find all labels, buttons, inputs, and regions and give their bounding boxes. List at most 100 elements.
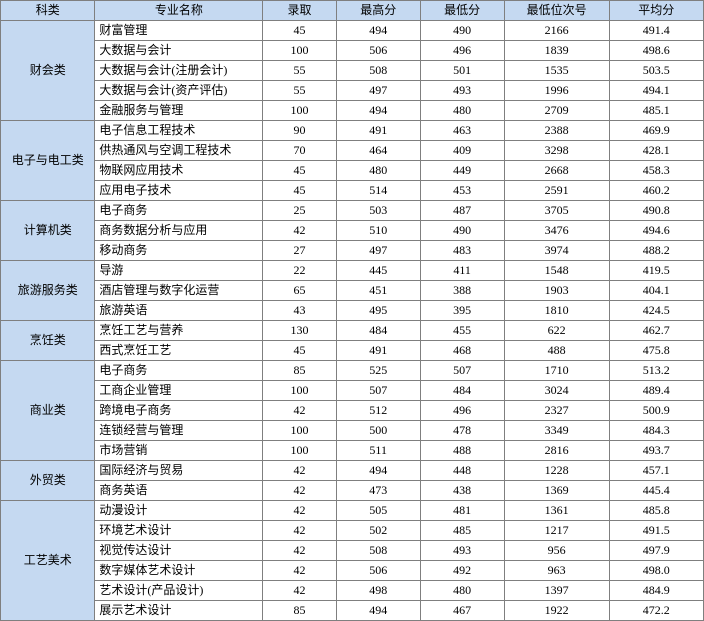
value-cell: 484.9 <box>609 581 703 601</box>
value-cell: 506 <box>336 41 420 61</box>
value-cell: 475.8 <box>609 341 703 361</box>
value-cell: 488.2 <box>609 241 703 261</box>
value-cell: 488 <box>420 441 504 461</box>
value-cell: 1548 <box>504 261 609 281</box>
value-cell: 481 <box>420 501 504 521</box>
value-cell: 494 <box>336 21 420 41</box>
value-cell: 55 <box>263 61 336 81</box>
table-row: 数字媒体艺术设计42506492963498.0 <box>1 561 704 581</box>
value-cell: 411 <box>420 261 504 281</box>
major-name-cell: 财富管理 <box>95 21 263 41</box>
value-cell: 497 <box>336 241 420 261</box>
value-cell: 45 <box>263 181 336 201</box>
value-cell: 85 <box>263 361 336 381</box>
major-name-cell: 导游 <box>95 261 263 281</box>
value-cell: 453 <box>420 181 504 201</box>
value-cell: 485.8 <box>609 501 703 521</box>
major-name-cell: 商务英语 <box>95 481 263 501</box>
value-cell: 480 <box>420 581 504 601</box>
value-cell: 460.2 <box>609 181 703 201</box>
value-cell: 1361 <box>504 501 609 521</box>
value-cell: 501 <box>420 61 504 81</box>
value-cell: 525 <box>336 361 420 381</box>
value-cell: 1535 <box>504 61 609 81</box>
value-cell: 457.1 <box>609 461 703 481</box>
value-cell: 488 <box>504 341 609 361</box>
major-name-cell: 视觉传达设计 <box>95 541 263 561</box>
table-row: 视觉传达设计42508493956497.9 <box>1 541 704 561</box>
value-cell: 502 <box>336 521 420 541</box>
table-row: 酒店管理与数字化运营654513881903404.1 <box>1 281 704 301</box>
value-cell: 484 <box>336 321 420 341</box>
col-header: 最低位次号 <box>504 1 609 21</box>
value-cell: 491.4 <box>609 21 703 41</box>
table-row: 大数据与会计1005064961839498.6 <box>1 41 704 61</box>
major-name-cell: 金融服务与管理 <box>95 101 263 121</box>
value-cell: 100 <box>263 381 336 401</box>
value-cell: 3349 <box>504 421 609 441</box>
major-name-cell: 数字媒体艺术设计 <box>95 561 263 581</box>
value-cell: 503 <box>336 201 420 221</box>
value-cell: 494.6 <box>609 221 703 241</box>
major-name-cell: 展示艺术设计 <box>95 601 263 621</box>
table-row: 供热通风与空调工程技术704644093298428.1 <box>1 141 704 161</box>
value-cell: 464 <box>336 141 420 161</box>
value-cell: 1228 <box>504 461 609 481</box>
table-row: 市场营销1005114882816493.7 <box>1 441 704 461</box>
table-row: 移动商务274974833974488.2 <box>1 241 704 261</box>
value-cell: 449 <box>420 161 504 181</box>
value-cell: 2709 <box>504 101 609 121</box>
value-cell: 491 <box>336 121 420 141</box>
value-cell: 100 <box>263 441 336 461</box>
value-cell: 451 <box>336 281 420 301</box>
major-name-cell: 电子商务 <box>95 361 263 381</box>
value-cell: 514 <box>336 181 420 201</box>
value-cell: 511 <box>336 441 420 461</box>
value-cell: 42 <box>263 401 336 421</box>
value-cell: 500.9 <box>609 401 703 421</box>
value-cell: 491 <box>336 341 420 361</box>
major-name-cell: 大数据与会计(资产评估) <box>95 81 263 101</box>
major-name-cell: 酒店管理与数字化运营 <box>95 281 263 301</box>
value-cell: 45 <box>263 341 336 361</box>
table-row: 计算机类电子商务255034873705490.8 <box>1 201 704 221</box>
value-cell: 495 <box>336 301 420 321</box>
value-cell: 462.7 <box>609 321 703 341</box>
major-name-cell: 连锁经营与管理 <box>95 421 263 441</box>
value-cell: 100 <box>263 101 336 121</box>
value-cell: 467 <box>420 601 504 621</box>
value-cell: 513.2 <box>609 361 703 381</box>
value-cell: 498 <box>336 581 420 601</box>
value-cell: 506 <box>336 561 420 581</box>
value-cell: 65 <box>263 281 336 301</box>
value-cell: 490 <box>420 21 504 41</box>
value-cell: 458.3 <box>609 161 703 181</box>
value-cell: 428.1 <box>609 141 703 161</box>
value-cell: 404.1 <box>609 281 703 301</box>
value-cell: 494 <box>336 461 420 481</box>
value-cell: 1839 <box>504 41 609 61</box>
value-cell: 472.2 <box>609 601 703 621</box>
major-name-cell: 工商企业管理 <box>95 381 263 401</box>
col-header: 专业名称 <box>95 1 263 21</box>
major-name-cell: 烹饪工艺与营养 <box>95 321 263 341</box>
value-cell: 490.8 <box>609 201 703 221</box>
admissions-table: 科类专业名称录取最高分最低分最低位次号平均分 财会类财富管理4549449021… <box>0 0 704 621</box>
value-cell: 498.6 <box>609 41 703 61</box>
value-cell: 493.7 <box>609 441 703 461</box>
value-cell: 100 <box>263 41 336 61</box>
value-cell: 485 <box>420 521 504 541</box>
value-cell: 42 <box>263 521 336 541</box>
major-name-cell: 应用电子技术 <box>95 181 263 201</box>
value-cell: 469.9 <box>609 121 703 141</box>
value-cell: 497.9 <box>609 541 703 561</box>
value-cell: 507 <box>420 361 504 381</box>
table-row: 财会类财富管理454944902166491.4 <box>1 21 704 41</box>
table-row: 连锁经营与管理1005004783349484.3 <box>1 421 704 441</box>
value-cell: 494.1 <box>609 81 703 101</box>
value-cell: 473 <box>336 481 420 501</box>
value-cell: 622 <box>504 321 609 341</box>
value-cell: 492 <box>420 561 504 581</box>
major-name-cell: 供热通风与空调工程技术 <box>95 141 263 161</box>
value-cell: 419.5 <box>609 261 703 281</box>
